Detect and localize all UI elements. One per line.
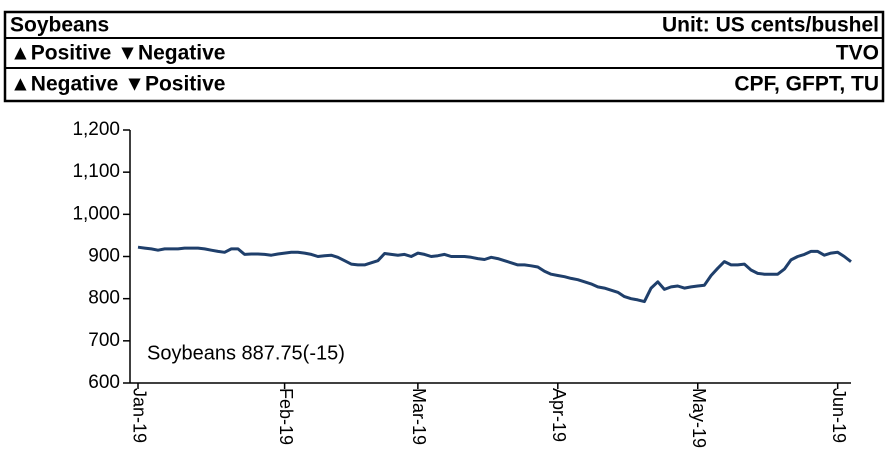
header-border bbox=[3, 10, 885, 103]
header-table: Soybeans Unit: US cents/bushel ▲Positive… bbox=[3, 10, 885, 103]
x-tick-label: Jun-19 bbox=[829, 388, 849, 443]
header-unit: Unit: US cents/bushel bbox=[662, 14, 879, 37]
x-tick-label: Feb-19 bbox=[276, 388, 296, 445]
y-tick-label: 1,100 bbox=[72, 161, 120, 182]
header-left: ▲Negative ▼Positive bbox=[10, 73, 225, 96]
y-tick-label: 800 bbox=[88, 288, 120, 309]
y-tick-label: 700 bbox=[88, 330, 120, 351]
x-tick-label: Jan-19 bbox=[129, 388, 149, 443]
x-tick-label: May-19 bbox=[689, 388, 709, 448]
y-tick-label: 1,200 bbox=[72, 119, 120, 140]
x-tick-label: Mar-19 bbox=[409, 388, 429, 445]
header-right: CPF, GFPT, TU bbox=[734, 73, 879, 96]
x-tick-label: Apr-19 bbox=[549, 388, 569, 442]
line-series bbox=[137, 245, 852, 304]
chart: 600 700 800 900 1,000 1,100 1,200 Jan-19 Feb-19 M… bbox=[72, 119, 852, 448]
y-tick-label: 1,000 bbox=[72, 203, 120, 224]
y-tick-label: 900 bbox=[88, 246, 120, 267]
y-tick-label: 600 bbox=[88, 372, 120, 393]
header-right: TVO bbox=[836, 42, 879, 65]
annotation: Soybeans 887.75(-15) bbox=[147, 342, 345, 364]
header-title: Soybeans bbox=[10, 14, 109, 37]
header-left: ▲Positive ▼Negative bbox=[10, 42, 225, 65]
